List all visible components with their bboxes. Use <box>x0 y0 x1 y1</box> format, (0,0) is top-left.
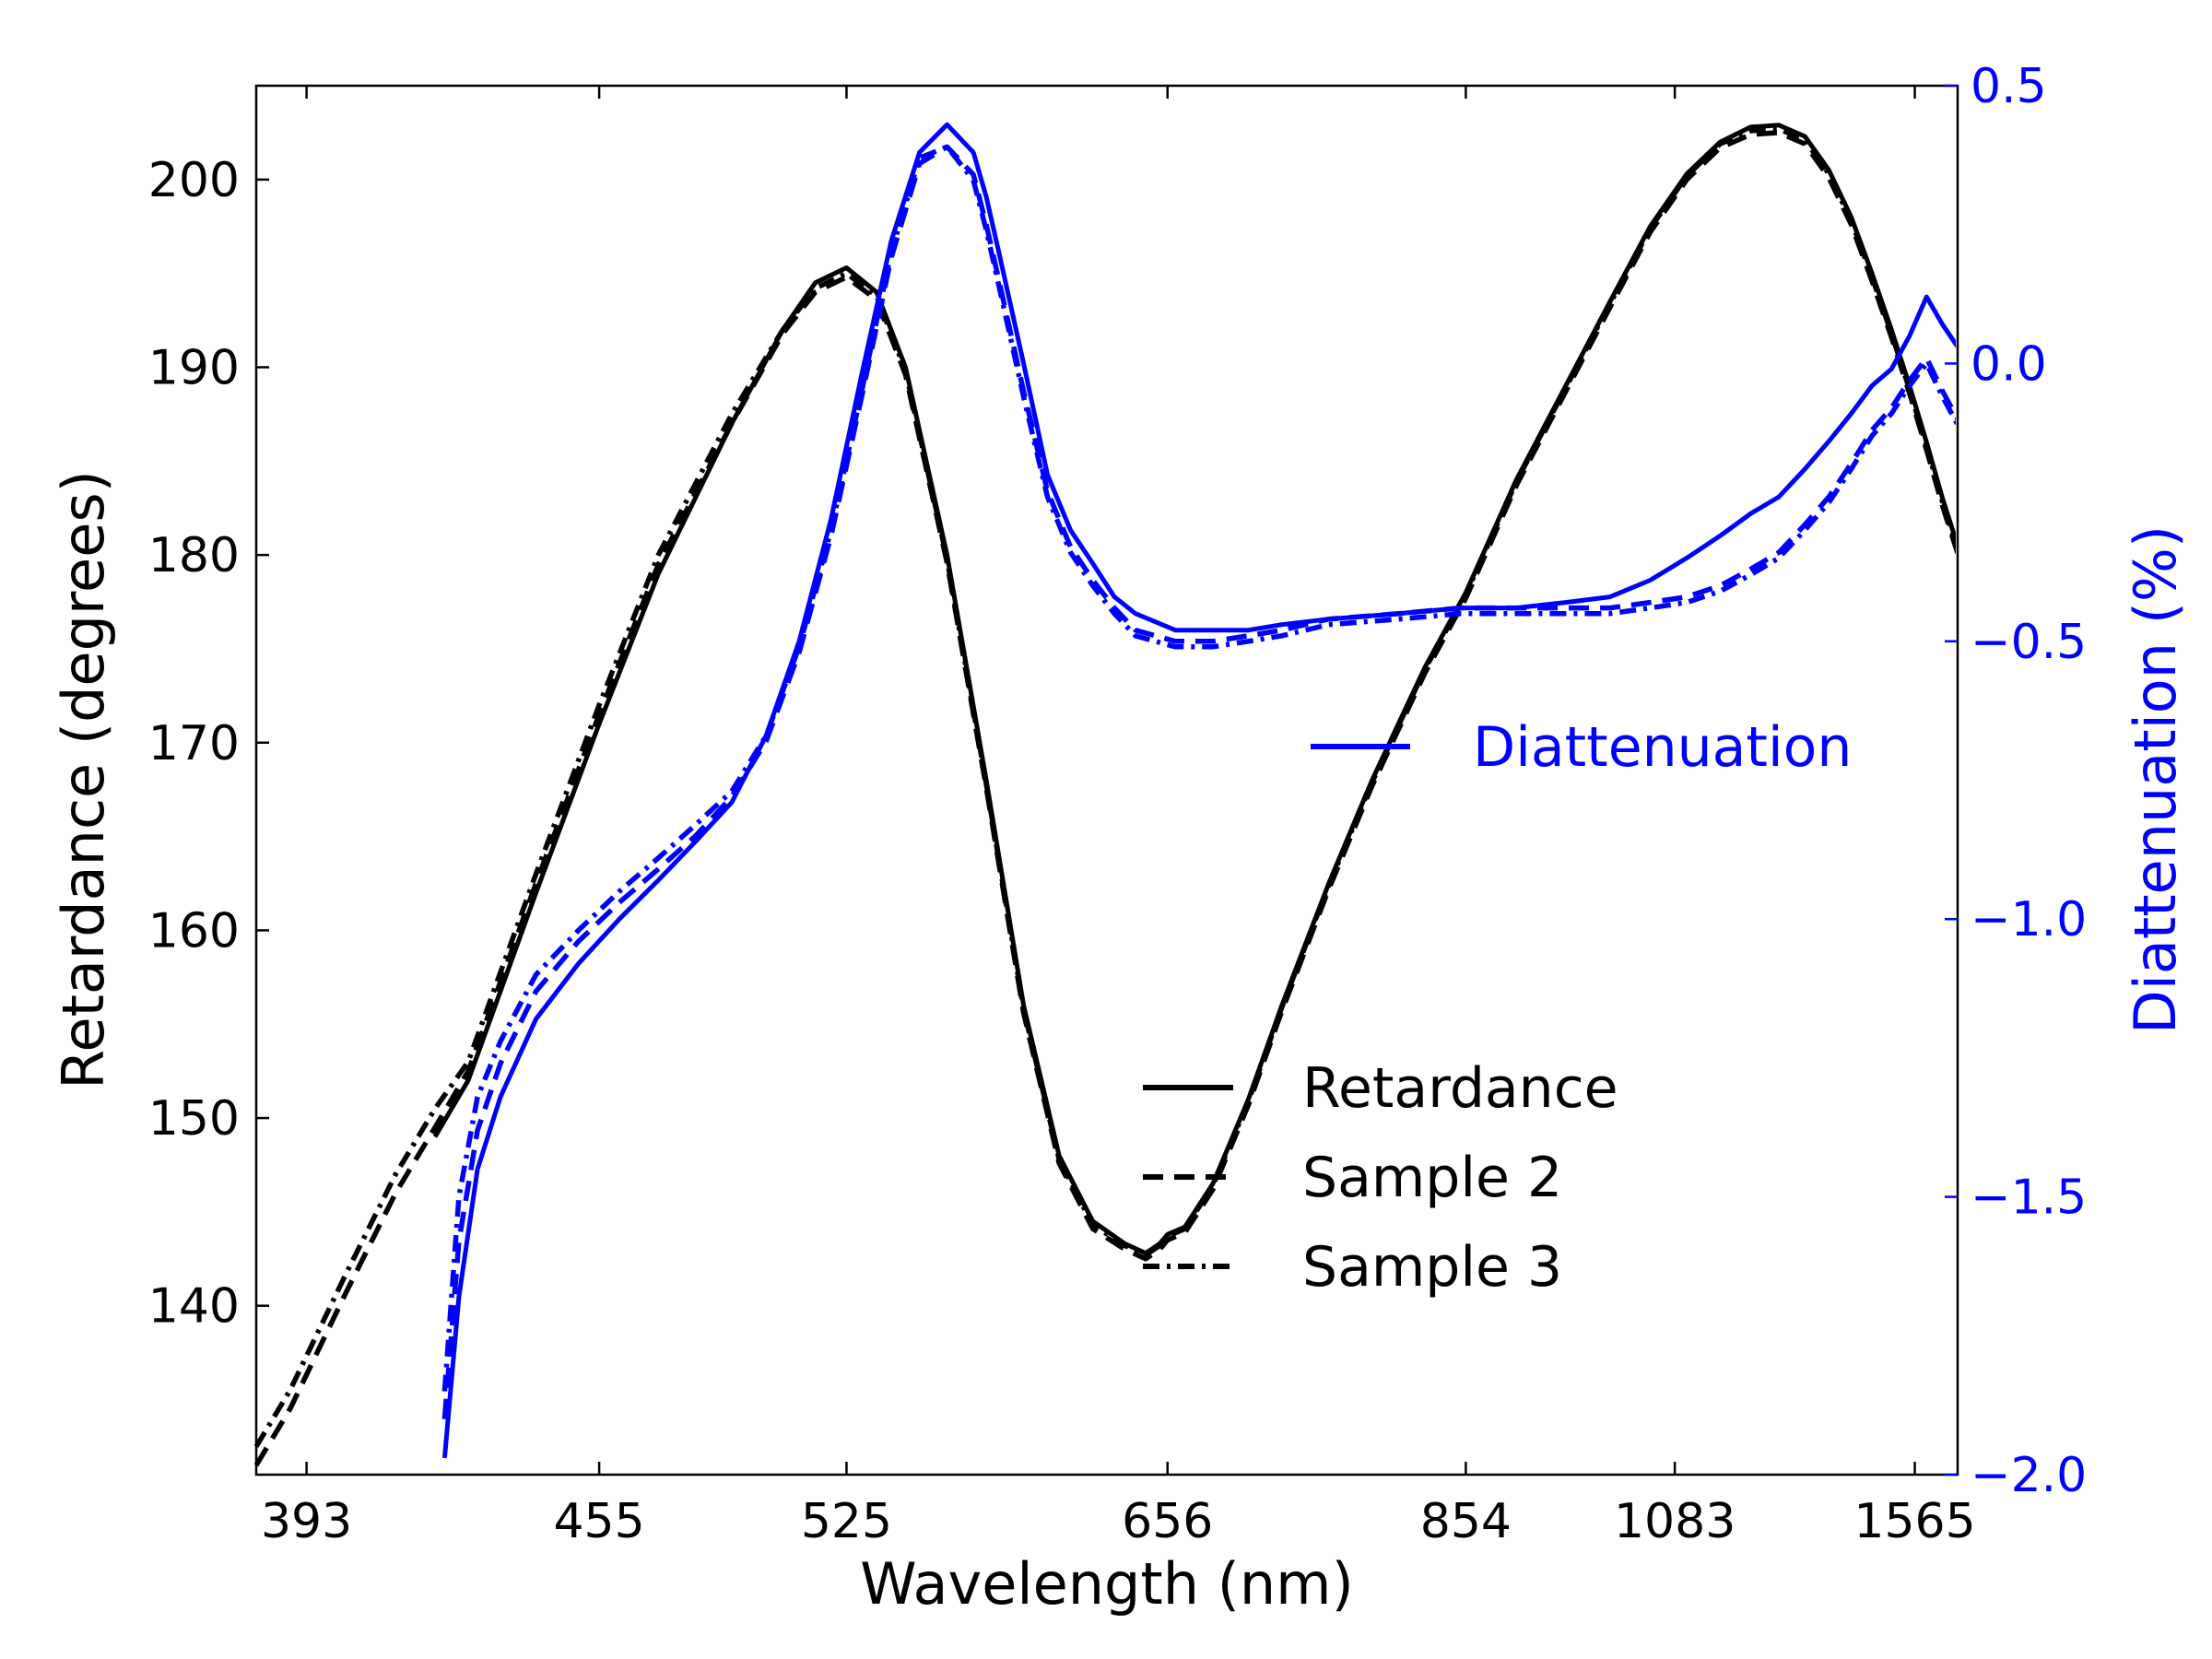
y-axis-ticks: 140 150 160 170 180 190 200 <box>148 153 269 1335</box>
x-tick-label: 656 <box>1122 1494 1213 1549</box>
y2-tick-label: −1.5 <box>1971 1171 2087 1226</box>
series-line-5 <box>441 144 1956 1392</box>
y2-tick-label: −2.0 <box>1971 1448 2087 1503</box>
x-tick-label: 393 <box>261 1494 352 1549</box>
y2-axis-ticks: −2.0 −1.5 −1.0 −0.5 0.0 0.5 <box>1945 59 2087 1503</box>
y-tick-label: 160 <box>148 903 240 959</box>
y-tick-label: 180 <box>148 528 240 583</box>
y2-tick-label: 0.5 <box>1971 59 2047 114</box>
series-layer <box>254 122 1956 1467</box>
x-axis-label: Wavelength (nm) <box>860 1550 1354 1618</box>
y2-tick-label: 0.0 <box>1971 336 2047 392</box>
series-line-2 <box>254 126 1956 1448</box>
x-axis-ticks: 393 455 525 656 854 1083 1565 <box>261 86 1976 1549</box>
x-tick-label: 1565 <box>1853 1494 1975 1549</box>
legend-label: Sample 3 <box>1302 1235 1562 1300</box>
legend-label: Retardance <box>1302 1056 1618 1121</box>
y2-tick-label: −1.0 <box>1971 892 2087 947</box>
x-tick-label: 854 <box>1420 1494 1512 1549</box>
plot-frame <box>254 84 1959 1477</box>
series-line-4 <box>441 144 1956 1419</box>
y-tick-label: 150 <box>148 1091 240 1147</box>
y-tick-label: 170 <box>148 716 240 771</box>
x-tick-label: 455 <box>553 1494 644 1549</box>
legend-diattenuation: Diattenuation <box>1311 715 1852 780</box>
y-tick-label: 190 <box>148 340 240 395</box>
x-tick-label: 1083 <box>1614 1494 1735 1549</box>
y2-axis-label: Diattenuation (%) <box>2122 525 2189 1034</box>
legend-label: Sample 2 <box>1302 1146 1562 1210</box>
y-tick-label: 200 <box>148 153 240 208</box>
y-axis-label: Retardance (degrees) <box>50 470 117 1089</box>
series-line-3 <box>441 122 1956 1459</box>
y2-tick-label: −0.5 <box>1971 615 2087 670</box>
x-tick-label: 525 <box>801 1494 892 1549</box>
legend-label: Diattenuation <box>1473 715 1852 780</box>
y-tick-label: 140 <box>148 1279 240 1335</box>
legend-retardance: Retardance Sample 2 Sample 3 <box>1143 1056 1618 1300</box>
